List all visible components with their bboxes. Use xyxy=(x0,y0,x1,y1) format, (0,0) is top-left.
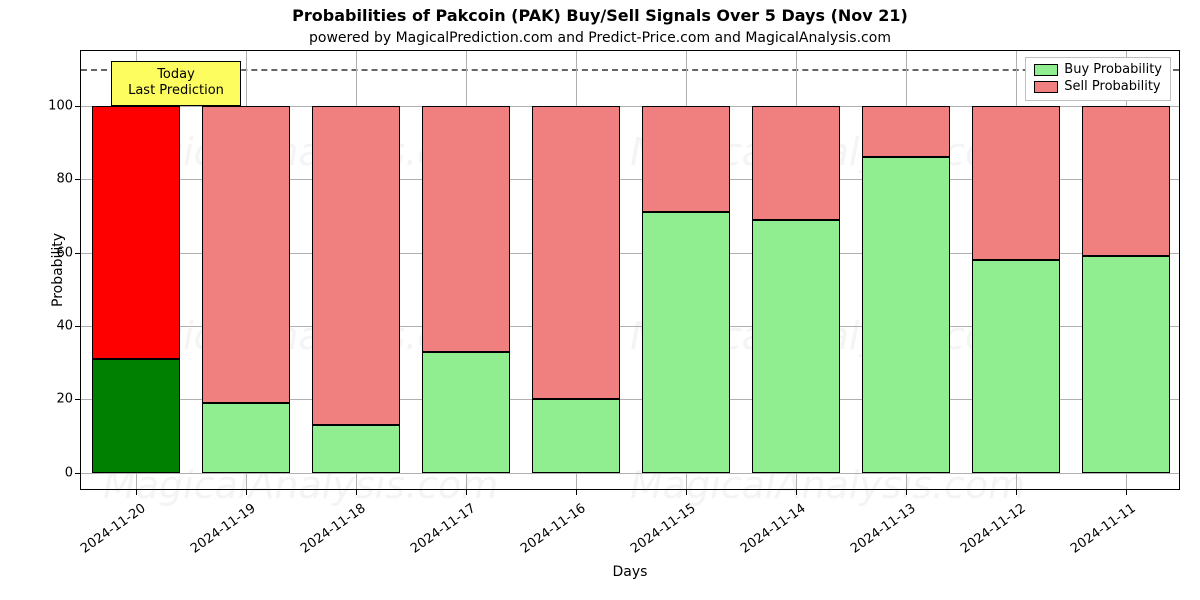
xtick-mark xyxy=(686,489,687,495)
legend-item: Sell Probability xyxy=(1034,79,1162,96)
ytick-mark xyxy=(75,106,81,107)
bar-group xyxy=(92,51,180,489)
xtick-mark xyxy=(466,489,467,495)
bar-group xyxy=(642,51,730,489)
xtick-label: 2024-11-19 xyxy=(188,501,259,557)
bar-sell xyxy=(642,106,730,212)
legend-label: Buy Probability xyxy=(1064,62,1162,79)
bar-group xyxy=(972,51,1060,489)
legend: Buy ProbabilitySell Probability xyxy=(1025,57,1171,101)
ytick-label: 100 xyxy=(43,99,73,114)
annotation-line: Today xyxy=(124,67,228,83)
xtick-mark xyxy=(576,489,577,495)
xtick-label: 2024-11-20 xyxy=(78,501,149,557)
bar-buy xyxy=(972,260,1060,473)
figure: Probabilities of Pakcoin (PAK) Buy/Sell … xyxy=(0,0,1200,600)
xtick-label: 2024-11-15 xyxy=(628,501,699,557)
bar-sell xyxy=(1082,106,1170,256)
xtick-mark xyxy=(906,489,907,495)
legend-label: Sell Probability xyxy=(1064,79,1160,96)
bar-group xyxy=(1082,51,1170,489)
bar-sell xyxy=(972,106,1060,260)
annotation-line: Last Prediction xyxy=(124,83,228,99)
bar-sell xyxy=(752,106,840,220)
ytick-label: 0 xyxy=(43,465,73,480)
ytick-label: 80 xyxy=(43,172,73,187)
legend-swatch xyxy=(1034,64,1058,76)
ytick-mark xyxy=(75,326,81,327)
bar-buy xyxy=(642,212,730,472)
bar-sell xyxy=(532,106,620,399)
bar-buy xyxy=(532,399,620,472)
bar-buy xyxy=(202,403,290,473)
chart-title: Probabilities of Pakcoin (PAK) Buy/Sell … xyxy=(0,6,1200,25)
today-annotation: TodayLast Prediction xyxy=(111,61,241,106)
x-axis-label: Days xyxy=(613,564,648,580)
ytick-mark xyxy=(75,179,81,180)
bar-sell xyxy=(202,106,290,403)
bar-buy xyxy=(92,359,180,473)
bar-group xyxy=(422,51,510,489)
bar-sell xyxy=(862,106,950,157)
bar-sell xyxy=(92,106,180,359)
bar-buy xyxy=(312,425,400,473)
ytick-mark xyxy=(75,253,81,254)
ytick-label: 20 xyxy=(43,392,73,407)
chart-subtitle: powered by MagicalPrediction.com and Pre… xyxy=(0,30,1200,46)
bar-group xyxy=(862,51,950,489)
xtick-label: 2024-11-16 xyxy=(518,501,589,557)
xtick-mark xyxy=(356,489,357,495)
y-axis-label: Probability xyxy=(50,233,66,307)
xtick-label: 2024-11-13 xyxy=(848,501,919,557)
xtick-label: 2024-11-14 xyxy=(738,501,809,557)
legend-item: Buy Probability xyxy=(1034,62,1162,79)
xtick-label: 2024-11-18 xyxy=(298,501,369,557)
bar-buy xyxy=(422,352,510,473)
xtick-mark xyxy=(246,489,247,495)
xtick-mark xyxy=(1126,489,1127,495)
bar-buy xyxy=(752,220,840,473)
legend-swatch xyxy=(1034,81,1058,93)
xtick-mark xyxy=(136,489,137,495)
plot-area: Probability Days MagicalAnalysis.comMagi… xyxy=(80,50,1180,490)
ytick-label: 60 xyxy=(43,245,73,260)
xtick-label: 2024-11-11 xyxy=(1068,501,1139,557)
ytick-mark xyxy=(75,399,81,400)
bar-buy xyxy=(1082,256,1170,472)
ytick-label: 40 xyxy=(43,319,73,334)
bar-group xyxy=(532,51,620,489)
bar-group xyxy=(202,51,290,489)
bar-buy xyxy=(862,157,950,472)
bar-group xyxy=(312,51,400,489)
bar-sell xyxy=(312,106,400,425)
bar-sell xyxy=(422,106,510,352)
ytick-mark xyxy=(75,473,81,474)
xtick-label: 2024-11-12 xyxy=(958,501,1029,557)
bar-group xyxy=(752,51,840,489)
xtick-label: 2024-11-17 xyxy=(408,501,479,557)
xtick-mark xyxy=(1016,489,1017,495)
xtick-mark xyxy=(796,489,797,495)
